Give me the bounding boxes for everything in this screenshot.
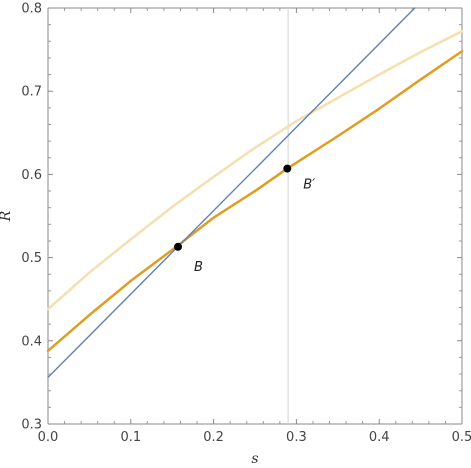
- y-tick-label: 0.6: [21, 168, 42, 183]
- y-tick-label: 0.4: [21, 334, 42, 349]
- y-tick-label: 0.3: [21, 418, 42, 433]
- y-axis-label: R: [0, 210, 14, 222]
- series-line-3: [47, 7, 416, 379]
- series-line-1: [46, 30, 464, 311]
- point-marker-1: [173, 242, 182, 251]
- series-line-2: [46, 50, 464, 353]
- point-marker-2: [283, 164, 292, 173]
- points-layer: B B′: [173, 164, 315, 275]
- x-tick-label: 0.3: [286, 430, 307, 445]
- plot-frame: [47, 7, 463, 425]
- point-label-1: B: [194, 260, 203, 275]
- x-tick-label: 0.4: [369, 430, 390, 445]
- x-tick-label: 0.5: [452, 430, 471, 445]
- x-tick-label: 0.2: [203, 430, 224, 445]
- y-tick-label: 0.5: [21, 251, 42, 266]
- x-axis-label: s: [251, 451, 258, 467]
- ticks: 0.0 0.1 0.2 0.3 0.4 0.5 0.3 0.4 0.5 0.6 0.7 0.8: [21, 2, 471, 446]
- y-tick-label: 0.8: [21, 2, 42, 17]
- x-tick-label: 0.1: [120, 430, 141, 445]
- series-layer: [46, 7, 464, 379]
- y-tick-label: 0.7: [21, 85, 42, 100]
- point-label-2: B′: [303, 178, 315, 193]
- x-tick-label: 0.0: [38, 430, 59, 445]
